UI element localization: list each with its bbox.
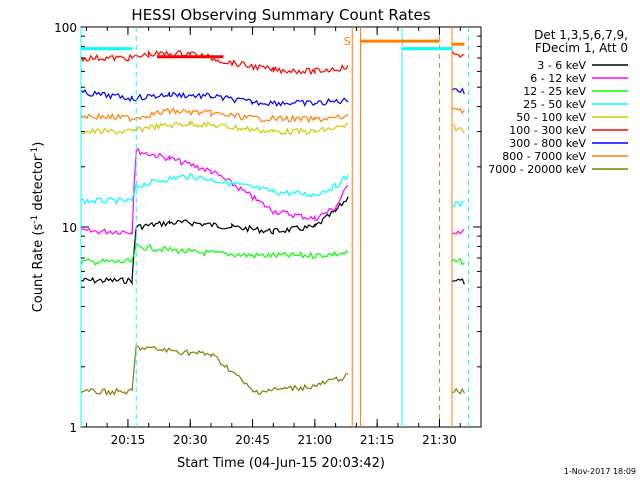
legend-label-5: 50 - 100 keV — [516, 111, 586, 124]
y-axis-label: Count Rate (s-1 detector-1) — [30, 142, 46, 313]
x-axis-label: Start Time (04-Jun-15 20:03:42) — [177, 456, 385, 471]
flag-label: S — [344, 35, 351, 48]
series-line-9 — [80, 345, 349, 397]
y-axis-label-close: ) — [31, 142, 46, 147]
x-tick-label-1: 20:15 — [111, 433, 146, 447]
legend: Det 1,3,5,6,7,9, FDecim 1, Att 0 3 - 6 k… — [488, 28, 628, 176]
series-line-8 — [80, 107, 349, 124]
x-tick-label-6: 21:30 — [422, 433, 457, 447]
legend-label-8: 800 - 7000 keV — [502, 150, 586, 163]
y-axis-label-sup: -1 — [30, 215, 40, 224]
legend-label-4: 25 - 50 keV — [523, 98, 586, 111]
series-line-9-tail — [451, 387, 465, 395]
series-line-5 — [80, 120, 349, 136]
y-axis-label-sup2: -1 — [30, 147, 40, 156]
legend-label-6: 100 - 300 keV — [509, 124, 586, 137]
chart-title: HESSI Observing Summary Count Rates — [131, 6, 430, 24]
series-line-1-tail — [451, 278, 465, 285]
y-tick-label-3: 100 — [54, 21, 77, 35]
series-line-3-tail — [451, 257, 465, 266]
series-line-6 — [80, 49, 349, 76]
legend-label-9: 7000 - 20000 keV — [488, 163, 586, 176]
series-line-3 — [80, 242, 349, 266]
timestamp: 1-Nov-2017 18:09 — [564, 467, 636, 476]
series-line-2 — [80, 147, 349, 235]
legend-label-1: 3 - 6 keV — [537, 59, 586, 72]
plot-area: S 20:15 20:30 20:45 21:00 21:15 21:30 1 10 100 — [54, 21, 482, 447]
series-line-4-tail — [451, 201, 465, 208]
legend-label-2: 6 - 12 keV — [530, 72, 586, 85]
y-axis-label-mid: detector — [31, 155, 46, 215]
series-line-7 — [80, 89, 349, 108]
x-tick-label-5: 21:15 — [360, 433, 395, 447]
series-line-6-tail — [451, 50, 465, 59]
series-line-8-tail — [451, 107, 465, 115]
legend-label-7: 300 - 800 keV — [509, 137, 586, 150]
y-tick-label-1: 1 — [69, 421, 77, 435]
series-line-7-tail — [451, 87, 465, 95]
series-line-1 — [80, 196, 349, 286]
x-tick-label-3: 20:45 — [235, 433, 270, 447]
series-line-4 — [81, 172, 349, 206]
legend-header-line-2: FDecim 1, Att 0 — [535, 41, 628, 55]
x-tick-label-4: 21:00 — [298, 433, 333, 447]
legend-header-line-1: Det 1,3,5,6,7,9, — [534, 28, 628, 42]
x-tick-label-2: 20:30 — [173, 433, 208, 447]
series-line-2-tail — [451, 228, 465, 235]
y-tick-label-2: 10 — [62, 221, 77, 235]
legend-label-3: 12 - 25 keV — [523, 85, 586, 98]
series-line-5-tail — [451, 123, 465, 134]
y-axis-label-main: Count Rate (s — [31, 224, 46, 313]
